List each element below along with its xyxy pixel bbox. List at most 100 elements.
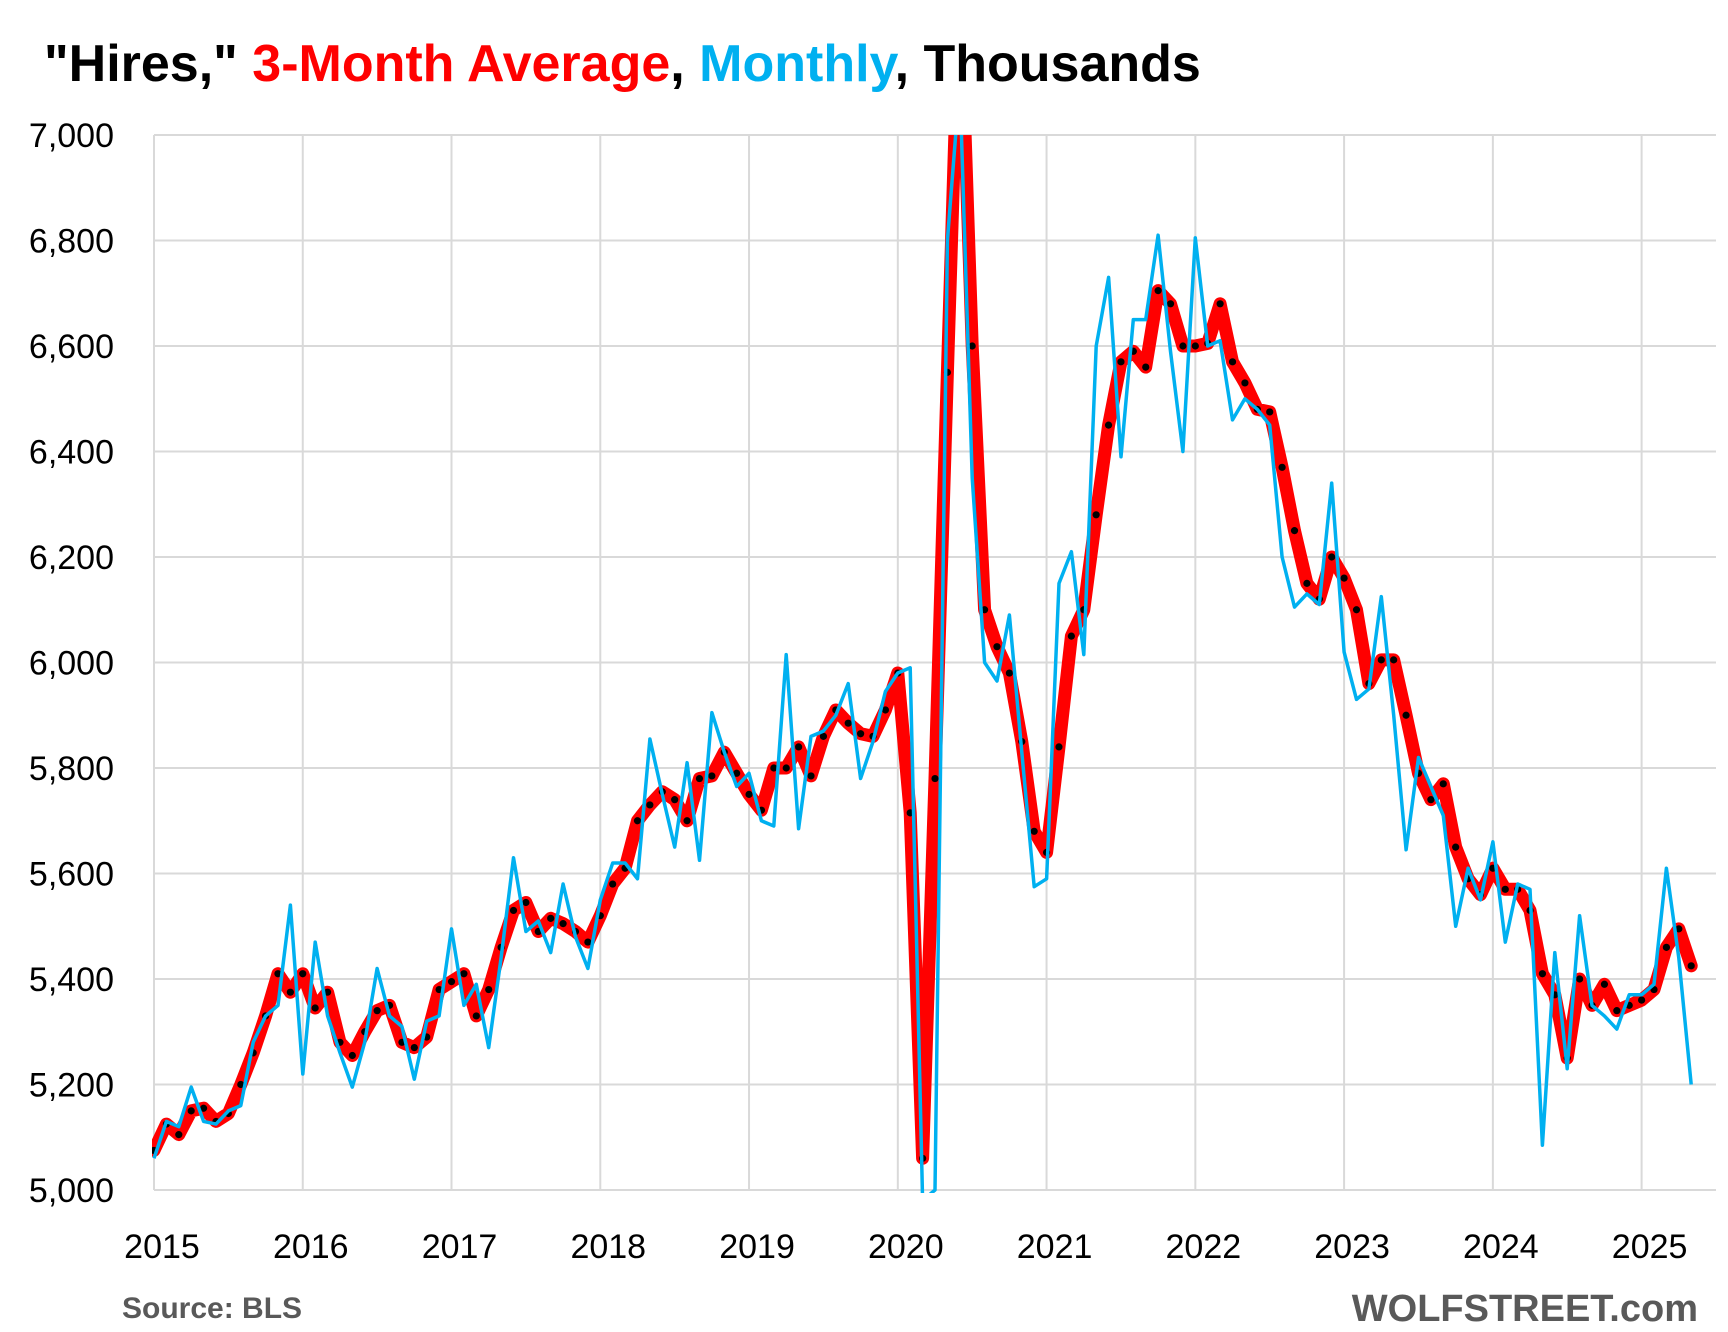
y-tick-label: 6,800	[29, 223, 114, 261]
avg-point-marker	[559, 920, 567, 928]
avg-point-marker	[1166, 300, 1175, 308]
avg-point-marker	[547, 914, 555, 922]
avg-point-marker	[584, 938, 592, 946]
avg-point-marker	[286, 988, 294, 996]
avg-point-marker	[1328, 553, 1336, 561]
avg-point-marker	[522, 898, 530, 907]
avg-point-marker	[770, 764, 778, 772]
avg-point-marker	[237, 1080, 245, 1089]
avg-point-marker	[1427, 796, 1435, 804]
x-tick-label: 2019	[719, 1228, 795, 1266]
avg-point-marker	[175, 1131, 183, 1139]
avg-point-marker	[844, 719, 852, 727]
avg-point-marker	[274, 970, 282, 978]
title-hires: "Hires,"	[44, 35, 253, 93]
avg-point-marker	[348, 1051, 356, 1060]
avg-point-marker	[708, 772, 716, 780]
avg-point-marker	[1241, 379, 1249, 387]
avg-point-marker	[633, 817, 642, 825]
y-axis-tick-labels: 5,000 5,200 5,400 5,600 5,800 6,000 6,200 6,400…	[29, 117, 114, 1210]
avg-point-marker	[1005, 669, 1013, 677]
x-tick-label: 2017	[422, 1228, 498, 1266]
avg-point-marker	[373, 1007, 381, 1015]
avg-point-marker	[733, 769, 741, 777]
avg-point-marker	[695, 774, 704, 783]
gridlines	[153, 134, 1716, 1191]
avg-point-marker	[857, 730, 865, 738]
avg-point-marker	[509, 906, 518, 915]
avg-point-marker	[881, 706, 890, 714]
x-axis-tick-labels: 2015 2016 2017 2018 2019 2020 2021 2022 2023 2024…	[124, 1228, 1687, 1266]
avg-point-marker	[1055, 743, 1063, 751]
avg-point-marker	[782, 764, 790, 772]
avg-point-marker	[1179, 342, 1187, 350]
avg-point-marker	[609, 880, 617, 888]
avg-point-marker	[1142, 363, 1150, 371]
avg-point-marker	[1576, 975, 1584, 983]
avg-point-marker	[646, 801, 654, 809]
avg-point-marker	[1600, 980, 1609, 988]
avg-point-marker	[323, 988, 332, 996]
series-lines	[152, 135, 1698, 1193]
avg-point-marker	[1662, 943, 1671, 951]
avg-point-marker	[795, 743, 803, 751]
avg-point-marker	[671, 796, 679, 804]
y-tick-label: 5,000	[29, 1172, 114, 1210]
avg-point-marker	[1439, 780, 1447, 788]
avg-point-marker	[1538, 970, 1547, 978]
avg-point-marker	[1191, 342, 1199, 350]
avg-point-marker	[1030, 827, 1038, 835]
avg-point-marker	[299, 970, 307, 978]
y-tick-label: 5,200	[29, 1067, 114, 1105]
avg-point-marker	[1278, 463, 1286, 471]
y-tick-label: 6,600	[29, 328, 114, 366]
series-line-3-month-average	[152, 135, 1698, 1165]
title-monthly: Monthly	[699, 35, 895, 93]
y-tick-label: 6,200	[29, 539, 114, 577]
x-tick-label: 2025	[1612, 1228, 1688, 1266]
x-tick-label: 2022	[1166, 1228, 1242, 1266]
avg-point-marker	[1352, 606, 1361, 614]
avg-point-marker	[1675, 925, 1683, 933]
avg-point-marker	[683, 817, 691, 825]
avg-point-marker	[460, 970, 468, 978]
avg-point-marker	[472, 1012, 480, 1020]
y-tick-label: 5,400	[29, 961, 114, 999]
avg-point-marker	[745, 790, 753, 798]
x-tick-label: 2023	[1314, 1228, 1390, 1266]
series-line-monthly	[152, 135, 1693, 1193]
avg-point-marker	[1266, 408, 1274, 416]
avg-point-marker	[1613, 1007, 1621, 1015]
avg-point-marker	[1117, 358, 1125, 366]
avg-point-marker	[1687, 962, 1695, 970]
title-three-month-average: 3-Month Average	[252, 35, 671, 93]
avg-point-marker	[1452, 843, 1460, 851]
title-separator-1: ,	[670, 35, 700, 93]
avg-point-marker	[1104, 421, 1113, 429]
brand-watermark: WOLFSTREET.com	[1351, 1288, 1698, 1330]
avg-point-marker	[1067, 632, 1075, 640]
avg-point-marker	[807, 772, 815, 780]
avg-point-marker	[1303, 579, 1311, 587]
avg-point-marker	[447, 978, 456, 986]
title-thousands: , Thousands	[894, 35, 1201, 93]
avg-point-marker	[931, 774, 939, 783]
y-tick-label: 5,600	[29, 856, 114, 894]
y-tick-label: 7,000	[29, 117, 114, 155]
avg-point-marker	[1216, 300, 1224, 308]
x-tick-label: 2021	[1017, 1228, 1093, 1266]
avg-point-marker	[311, 1004, 319, 1012]
avg-point-marker	[1154, 287, 1162, 295]
avg-point-marker	[1092, 511, 1100, 519]
x-tick-label: 2018	[570, 1228, 646, 1266]
avg-point-marker	[187, 1107, 195, 1115]
x-tick-label: 2015	[124, 1228, 200, 1266]
avg-point-marker	[1390, 656, 1398, 664]
avg-point-marker	[1377, 656, 1385, 664]
y-tick-label: 6,000	[29, 645, 114, 683]
avg-point-marker	[1228, 358, 1237, 366]
x-tick-label: 2016	[273, 1228, 349, 1266]
avg-point-marker	[485, 985, 493, 994]
avg-point-marker	[1501, 885, 1509, 893]
